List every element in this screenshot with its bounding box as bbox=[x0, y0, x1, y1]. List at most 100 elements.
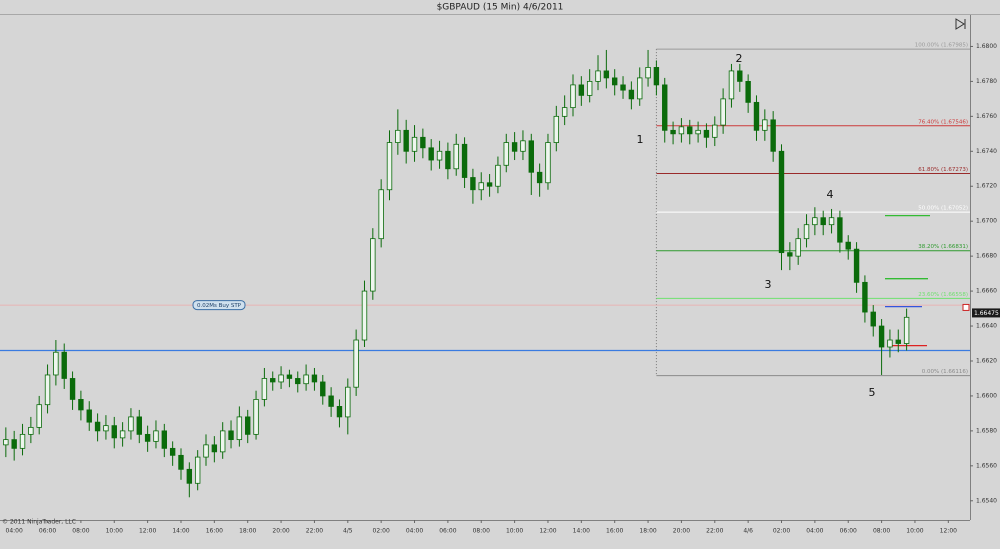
candle bbox=[862, 275, 868, 323]
toggle-button-bg[interactable] bbox=[952, 17, 968, 31]
candle-body bbox=[136, 416, 142, 435]
candle-body bbox=[228, 430, 234, 441]
wave-label: 4 bbox=[827, 188, 834, 201]
order-tag[interactable]: 0.02Ms Buy STP bbox=[192, 300, 246, 311]
candle bbox=[286, 369, 293, 388]
candle bbox=[878, 319, 885, 375]
candle-body bbox=[395, 129, 401, 143]
candle bbox=[395, 109, 401, 155]
candle-body bbox=[53, 351, 59, 376]
y-tick-label: 1.6600 bbox=[976, 392, 997, 399]
candle bbox=[578, 76, 585, 106]
candle bbox=[787, 242, 793, 271]
candle bbox=[720, 88, 726, 134]
candle bbox=[228, 420, 234, 449]
candle-body bbox=[295, 378, 301, 385]
candle-body bbox=[586, 81, 593, 96]
candle-body bbox=[903, 316, 910, 344]
candle-body bbox=[311, 374, 318, 383]
candle bbox=[119, 422, 126, 447]
toggle-button[interactable] bbox=[952, 17, 968, 31]
y-tick-label: 1.6700 bbox=[976, 218, 997, 225]
x-tick-label: 06:00 bbox=[39, 528, 56, 535]
candle bbox=[678, 118, 685, 143]
y-tick-label: 1.6800 bbox=[976, 43, 997, 50]
candle-body bbox=[520, 140, 526, 152]
fib-label: 50.00% (1.67052) bbox=[918, 206, 968, 212]
x-tick-label: 22:00 bbox=[306, 528, 323, 535]
x-tick-label: 20:00 bbox=[673, 528, 690, 535]
order-tag-box[interactable] bbox=[192, 300, 246, 311]
y-tick-label: 1.6780 bbox=[976, 78, 997, 85]
candle bbox=[261, 367, 268, 407]
y-tick-label: 1.6640 bbox=[976, 323, 997, 330]
candle-body bbox=[603, 70, 610, 79]
candle bbox=[728, 63, 735, 108]
candle-body bbox=[828, 217, 835, 226]
order-tag-label[interactable]: 0.02Ms Buy STP bbox=[197, 303, 242, 309]
x-tick-label: 12:00 bbox=[139, 528, 156, 535]
candle bbox=[253, 390, 259, 440]
candle-body bbox=[611, 77, 618, 86]
candle-body bbox=[503, 142, 509, 166]
candle-body bbox=[36, 404, 42, 428]
candle-body bbox=[753, 101, 760, 131]
candle-body bbox=[720, 98, 726, 126]
candle bbox=[812, 207, 818, 236]
candle bbox=[153, 420, 159, 449]
toggle-icon[interactable] bbox=[955, 18, 966, 30]
y-tick-label: 1.6660 bbox=[976, 288, 997, 295]
candle bbox=[528, 133, 534, 195]
x-tick-label: 04:00 bbox=[6, 528, 23, 535]
x-tick-label: 12:00 bbox=[539, 528, 556, 535]
candle bbox=[270, 371, 276, 391]
candle bbox=[820, 210, 826, 236]
candle bbox=[603, 49, 610, 89]
candle bbox=[737, 63, 743, 92]
candle bbox=[53, 340, 59, 386]
candle bbox=[620, 76, 626, 99]
candle-body bbox=[645, 67, 651, 79]
candle bbox=[161, 423, 168, 458]
y-tick-label: 1.6740 bbox=[976, 148, 997, 155]
candle-body bbox=[103, 425, 109, 432]
candle-body bbox=[662, 84, 668, 131]
candle-body bbox=[637, 77, 643, 100]
candle bbox=[69, 371, 76, 410]
x-tick-label: 12:00 bbox=[940, 528, 957, 535]
candle-body bbox=[69, 378, 76, 400]
candle bbox=[86, 401, 92, 431]
candle-body bbox=[144, 433, 151, 442]
candle bbox=[428, 139, 434, 171]
wave-label: 5 bbox=[869, 386, 876, 399]
candle bbox=[128, 408, 134, 440]
candle bbox=[361, 280, 368, 348]
fib-label: 100.00% (1.67985) bbox=[915, 43, 968, 49]
candle-body bbox=[153, 430, 159, 442]
candle-body bbox=[461, 143, 468, 178]
candle bbox=[61, 343, 67, 389]
candle bbox=[662, 77, 668, 143]
candle bbox=[887, 329, 893, 358]
fib-label: 23.60% (1.66558) bbox=[918, 292, 968, 298]
candle-body bbox=[695, 129, 701, 135]
candle bbox=[670, 121, 676, 145]
candle-body bbox=[286, 374, 293, 379]
candle bbox=[3, 427, 9, 458]
chart-title: $GBPAUD (15 Min) 4/6/2011 bbox=[437, 3, 564, 13]
candle-body bbox=[303, 374, 309, 385]
x-tick-label: 10:00 bbox=[106, 528, 123, 535]
candle bbox=[94, 413, 101, 442]
candle bbox=[386, 130, 393, 201]
fib-label: 0.00% (1.66116) bbox=[922, 369, 968, 375]
candle-body bbox=[178, 454, 184, 470]
candle-body bbox=[128, 416, 134, 432]
candle-body bbox=[328, 395, 334, 407]
candle bbox=[219, 422, 226, 459]
x-tick-label: 06:00 bbox=[439, 528, 456, 535]
candle bbox=[278, 366, 284, 389]
candle-body bbox=[94, 421, 101, 432]
x-tick-label: 10:00 bbox=[506, 528, 523, 535]
